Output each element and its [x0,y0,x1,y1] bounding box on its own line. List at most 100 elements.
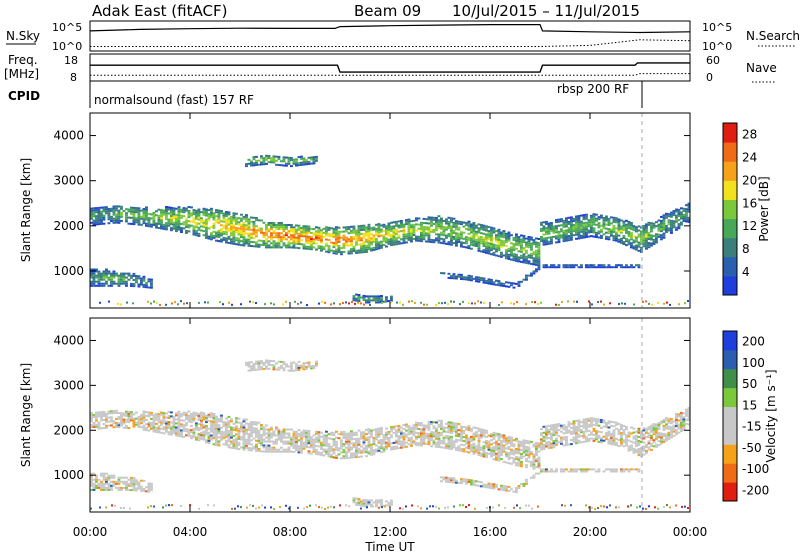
echo-cell [512,245,516,247]
echo-cell [140,426,143,429]
echo-cell [340,447,343,450]
echo-cell [385,443,388,446]
echo-cell [490,280,493,283]
echo-cell [117,213,121,216]
echo-cell [100,417,103,420]
echo-cell [510,234,513,237]
echo-cell [245,220,248,223]
echo-cell [262,438,266,441]
echo-cell [527,262,531,265]
echo-cell [342,455,346,458]
echo-cell [617,433,621,435]
echo-cell [470,446,473,448]
echo-cell [450,231,453,234]
echo-cell [450,423,453,426]
echo-cell [590,419,593,422]
power-colorbar-cell [723,161,737,181]
echo-cell [527,246,531,249]
echo-cell [570,266,573,269]
echo-cell [445,437,448,439]
echo-cell [202,224,206,226]
echo-cell [245,438,248,441]
echo-cell [207,219,211,222]
echo-cell [530,246,533,249]
echo-cell [210,232,213,235]
echo-cell [192,429,196,432]
echo-cell [335,456,338,459]
echo-cell [142,416,146,419]
echo-cell [275,163,278,166]
echo-speck [354,302,356,305]
echo-cell [250,425,253,428]
echo-cell [575,442,578,445]
echo-cell [270,246,273,249]
echo-cell [355,243,358,246]
echo-cell [250,443,253,446]
echo-cell [110,412,113,415]
echo-cell [340,443,343,446]
echo-cell [427,238,431,241]
echo-cell [125,426,128,429]
echo-cell [612,224,616,227]
echo-cell [95,486,98,489]
echo-cell [660,440,663,443]
echo-cell [640,435,643,437]
echo-cell [597,418,601,421]
echo-cell [465,450,468,453]
echo-cell [242,434,246,437]
echo-cell [677,227,681,230]
echo-cell [157,429,161,432]
echo-cell [487,282,491,285]
echo-cell [105,416,108,419]
echo-cell [422,236,426,239]
echo-cell [510,450,513,453]
echo-cell [260,426,263,428]
echo-cell [132,285,136,288]
power-colorbar-cell [723,256,737,277]
echo-cell [105,480,108,483]
echo-cell [125,220,128,223]
echo-cell [440,272,443,275]
echo-cell [107,270,111,273]
echo-cell [640,246,643,249]
echo-cell [655,437,658,440]
echo-cell [647,442,651,445]
echo-cell [367,244,371,247]
echo-cell [367,238,371,240]
echo-cell [625,264,628,267]
echo-cell [117,211,121,214]
echo-cell [645,227,648,230]
echo-cell [470,277,473,280]
echo-cell [217,209,221,212]
echo-cell [570,220,573,223]
echo-cell [287,434,291,437]
echo-cell [570,230,573,233]
echo-cell [187,230,191,233]
echo-cell [112,207,116,210]
echo-cell [552,442,556,445]
echo-cell [365,437,368,439]
echo-cell [382,438,386,441]
echo-cell [222,226,226,229]
echo-cell [192,227,196,230]
echo-cell [110,486,113,489]
echo-cell [340,247,343,250]
echo-cell [482,245,486,247]
echo-cell [397,428,401,431]
echo-cell [652,238,656,241]
echo-cell [537,238,541,240]
echo-cell [582,440,586,443]
echo-cell [137,277,141,280]
echo-cell [385,227,388,230]
echo-cell [230,240,233,243]
echo-cell [287,446,291,449]
echo-cell [327,437,331,440]
echo-cell [545,237,548,240]
echo-cell [227,432,231,435]
echo-cell [457,232,461,235]
echo-cell [410,226,413,229]
echo-speck [204,301,206,304]
echo-cell [295,435,298,437]
echo-cell [145,214,148,217]
echo-cell [650,226,653,229]
